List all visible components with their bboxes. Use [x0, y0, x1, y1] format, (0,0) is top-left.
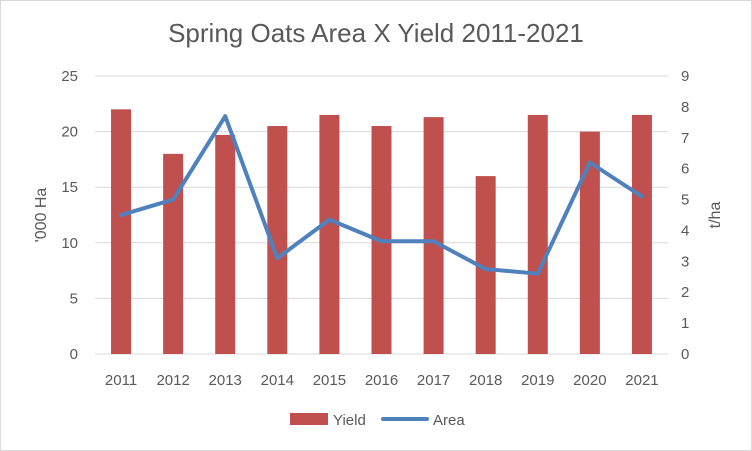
x-tick-label: 2019 — [521, 372, 554, 389]
y-right-tick-label: 0 — [681, 346, 689, 363]
x-tick-label: 2020 — [573, 372, 606, 389]
x-tick-label: 2015 — [313, 372, 346, 389]
bar-yield-2015 — [319, 114, 340, 354]
bar-yield-2012 — [163, 153, 184, 354]
x-tick-label: 2014 — [261, 372, 294, 389]
y-right-tick-label: 9 — [681, 68, 689, 85]
bar-yield-2018 — [475, 176, 496, 354]
y-axis-right-title: t/ha — [707, 202, 724, 229]
y-left-tick-label: 15 — [61, 179, 78, 196]
y-right-tick-label: 4 — [681, 222, 689, 239]
y-right-tick-label: 3 — [681, 253, 689, 270]
x-tick-label: 2017 — [417, 372, 450, 389]
bar-yield-2013 — [215, 134, 236, 354]
bar-yield-2011 — [111, 109, 132, 354]
bar-yield-2021 — [631, 114, 652, 354]
y-right-tick-label: 5 — [681, 192, 689, 209]
x-tick-label: 2016 — [365, 372, 398, 389]
bar-yield-2019 — [527, 114, 548, 354]
chart-title: Spring Oats Area X Yield 2011-2021 — [168, 18, 584, 48]
x-tick-label: 2018 — [469, 372, 502, 389]
bar-yield-2020 — [579, 131, 600, 354]
line-series — [119, 114, 644, 276]
legend-label-yield: Yield — [333, 412, 366, 429]
y-right-tick-label: 6 — [681, 161, 689, 178]
y-right-tick-label: 1 — [681, 315, 689, 332]
x-tick-label: 2021 — [625, 372, 658, 389]
legend-swatch-yield — [290, 413, 328, 425]
bar-yield-2017 — [423, 117, 444, 354]
axis-ticks: 0 5 10 15 20 25 0 1 2 3 4 5 6 7 8 9 2011 2012 2013 2014 2015… — [61, 68, 689, 389]
y-left-tick-label: 25 — [61, 68, 78, 85]
y-axis-left-title: '000 Ha — [33, 188, 50, 243]
bar-yield-2014 — [267, 126, 288, 354]
y-left-tick-label: 0 — [70, 346, 78, 363]
legend-label-area: Area — [433, 412, 465, 429]
x-tick-label: 2011 — [105, 372, 137, 389]
bar-series — [111, 109, 652, 354]
y-left-tick-label: 5 — [70, 290, 78, 307]
y-left-tick-label: 20 — [61, 124, 78, 141]
legend: Yield Area — [290, 412, 465, 429]
y-right-tick-label: 2 — [681, 284, 689, 301]
y-right-tick-label: 7 — [681, 130, 689, 147]
y-left-tick-label: 10 — [61, 235, 78, 252]
y-right-tick-label: 8 — [681, 99, 689, 116]
x-tick-label: 2012 — [156, 372, 189, 389]
x-tick-label: 2013 — [209, 372, 242, 389]
